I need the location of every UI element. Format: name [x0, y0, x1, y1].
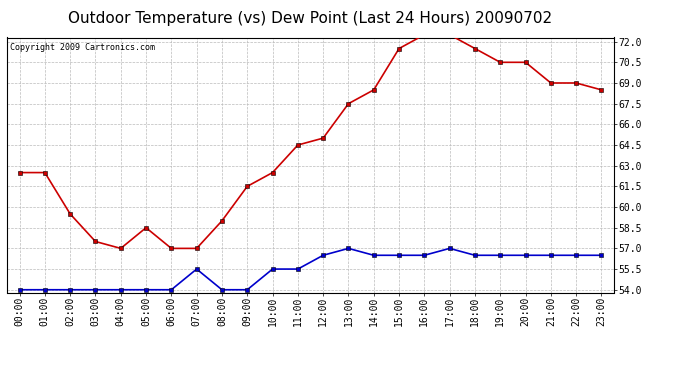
- Text: Outdoor Temperature (vs) Dew Point (Last 24 Hours) 20090702: Outdoor Temperature (vs) Dew Point (Last…: [68, 11, 553, 26]
- Text: Copyright 2009 Cartronics.com: Copyright 2009 Cartronics.com: [10, 43, 155, 52]
